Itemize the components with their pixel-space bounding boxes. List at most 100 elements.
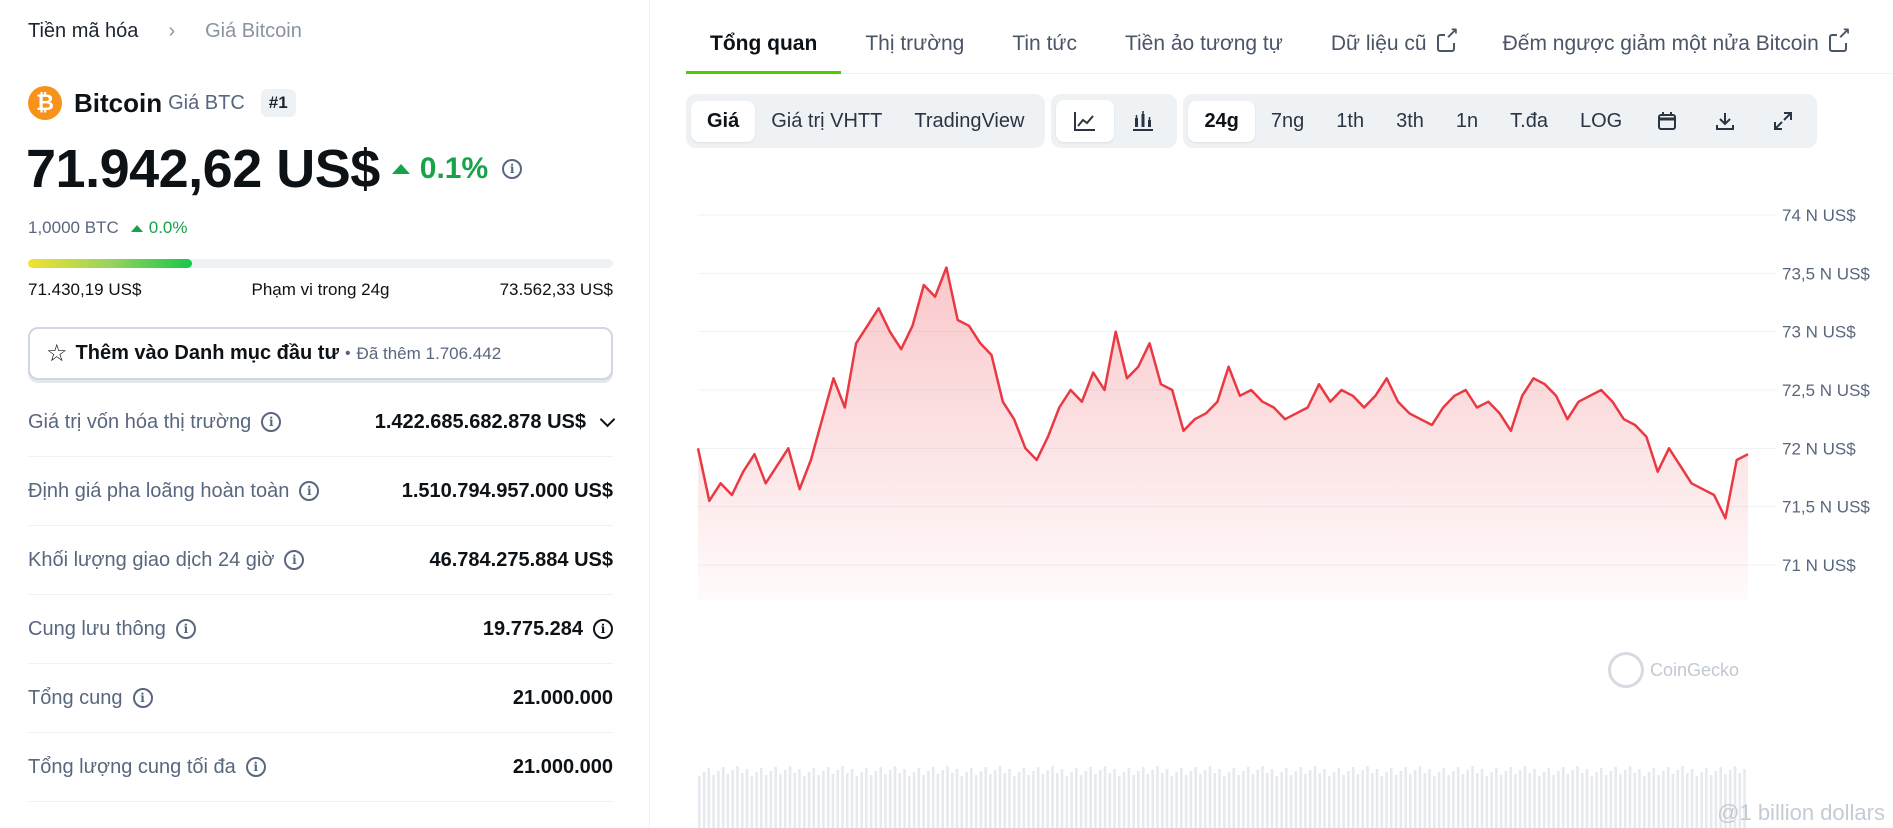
volume-bar [946,766,949,828]
volume-bar [1108,773,1112,828]
chevron-down-icon[interactable] [599,411,616,427]
info-icon[interactable]: i [284,550,305,570]
volume-bar [1547,768,1551,828]
volume-bar [1652,768,1656,828]
volume-bar [1175,772,1178,828]
volume-bar [1628,766,1632,828]
volume-bar [1595,772,1598,828]
tab-halving-countdown[interactable]: Đếm ngược giảm một nửa Bitcoin [1479,0,1871,73]
volume-bar [1657,775,1660,828]
range-1y-button[interactable]: 1n [1455,109,1479,132]
chart-panel: Tổng quan Thị trường Tin tức Tiền ảo tươ… [686,0,1893,828]
volume-bar [1027,775,1030,828]
volume-bar [1671,774,1675,828]
volume-bar [912,772,916,828]
price-change-24h: 0.1% [391,152,488,186]
volume-bar [1514,774,1517,828]
volume-bar [1113,769,1116,828]
volume-bar [1499,775,1503,828]
view-tradingview-button[interactable]: TradingView [914,109,1025,132]
volume-bar [1337,768,1341,828]
watermark-text: CoinGecko [1650,659,1740,680]
range-max-button[interactable]: T.đa [1510,109,1548,132]
y-tick-label: 73 N US$ [1782,323,1856,342]
coin-header: ₿ Bitcoin Giá BTC #1 [28,86,296,120]
stat-row-max-supply: Tổng lượng cung tối đa i 21.000.000 [28,733,613,802]
volume-bar [1399,771,1403,828]
volume-bar [817,775,820,828]
line-chart-button[interactable] [1056,100,1115,142]
breadcrumb-crypto-link[interactable]: Tiền mã hóa [28,20,139,42]
price-chart[interactable]: 74 N US$ 73,5 N US$ 73 N US$ 72,5 N US$ 72 N… [686,180,1893,828]
volume-bar [1313,766,1317,828]
range-7d-button[interactable]: 7ng [1270,109,1305,132]
volume-bar [764,775,768,828]
btc-price: 1,0000 BTC [28,218,119,237]
range-24h-button[interactable]: 24g [1188,100,1255,142]
volume-bar [1714,771,1718,828]
volume-bar [936,774,940,828]
volume-bar [1619,774,1622,828]
chart-toolbar: Giá Giá trị VHTT TradingView 24g 7ng 1th… [686,94,1823,148]
volume-bar [774,767,777,828]
info-icon[interactable]: i [175,619,196,639]
volume-bar [1332,772,1336,828]
volume-bar [1194,767,1197,828]
volume-bar [1681,766,1684,828]
portfolio-added-count: Đã thêm 1.706.442 [356,343,502,363]
info-icon[interactable]: i [502,159,523,179]
calendar-button[interactable] [1638,100,1696,142]
volume-bar [869,775,873,828]
info-icon[interactable]: i [132,688,153,708]
volume-bar [1223,776,1226,828]
tab-label: Thị trường [865,32,965,55]
volume-bar [1743,769,1746,828]
chart-y-axis: 74 N US$ 73,5 N US$ 73 N US$ 72,5 N US$ 72 N… [1782,206,1870,575]
volume-bar [1504,771,1508,828]
add-to-portfolio-label: Thêm vào Danh mục đầu tư [75,342,339,364]
volume-bar [788,766,792,828]
stats-table: Giá trị vốn hóa thị trường i 1.422.685.68… [28,388,616,802]
volume-bar [1308,770,1312,828]
stat-label: Định giá pha loãng hoàn toàn [28,479,290,502]
volume-bar [1623,770,1627,828]
range-1m-button[interactable]: 1th [1336,109,1365,132]
info-icon[interactable]: i [593,619,613,639]
volume-bar [917,768,921,828]
range-24h-fill [28,259,192,268]
y-tick-label: 71 N US$ [1782,556,1856,575]
volume-bar [1017,772,1021,828]
tab-overview[interactable]: Tổng quan [686,0,842,74]
info-icon[interactable]: i [261,412,282,432]
volume-bar [1256,770,1259,828]
info-icon[interactable]: i [299,481,320,501]
tab-news[interactable]: Tin tức [988,0,1101,73]
add-to-portfolio-button[interactable]: ☆ Thêm vào Danh mục đầu tư • Đã thêm 1.7… [28,327,613,380]
log-scale-button[interactable]: LOG [1579,109,1623,132]
view-price-button[interactable]: Giá [691,100,756,142]
volume-bar [1557,771,1560,828]
volume-bar [1480,769,1484,828]
download-button[interactable] [1696,100,1754,142]
volume-bar [1423,773,1427,828]
tab-similar-coins[interactable]: Tiền ảo tương tự [1101,0,1307,73]
volume-bar [1237,775,1240,828]
volume-bar [955,769,959,828]
volume-bar [1404,767,1407,828]
range-24h-bar [28,259,613,268]
tab-markets[interactable]: Thị trường [841,0,988,73]
candlestick-chart-button[interactable] [1114,100,1172,142]
stat-value: 1.510.794.957.000 US$ [401,479,613,502]
volume-bar [1266,773,1269,828]
view-market-cap-button[interactable]: Giá trị VHTT [771,109,883,132]
range-3m-button[interactable]: 3th [1396,109,1424,132]
volume-bar [1246,767,1250,828]
stat-row-market-cap: Giá trị vốn hóa thị trường i 1.422.685.68… [28,388,616,457]
fullscreen-button[interactable] [1754,100,1812,142]
volume-bar [1285,768,1288,828]
info-icon[interactable]: i [245,757,266,777]
volume-bar [1242,771,1245,828]
tab-historical-data[interactable]: Dữ liệu cũ [1307,0,1479,73]
line-chart-icon [1074,112,1096,131]
volume-bar [865,768,868,828]
